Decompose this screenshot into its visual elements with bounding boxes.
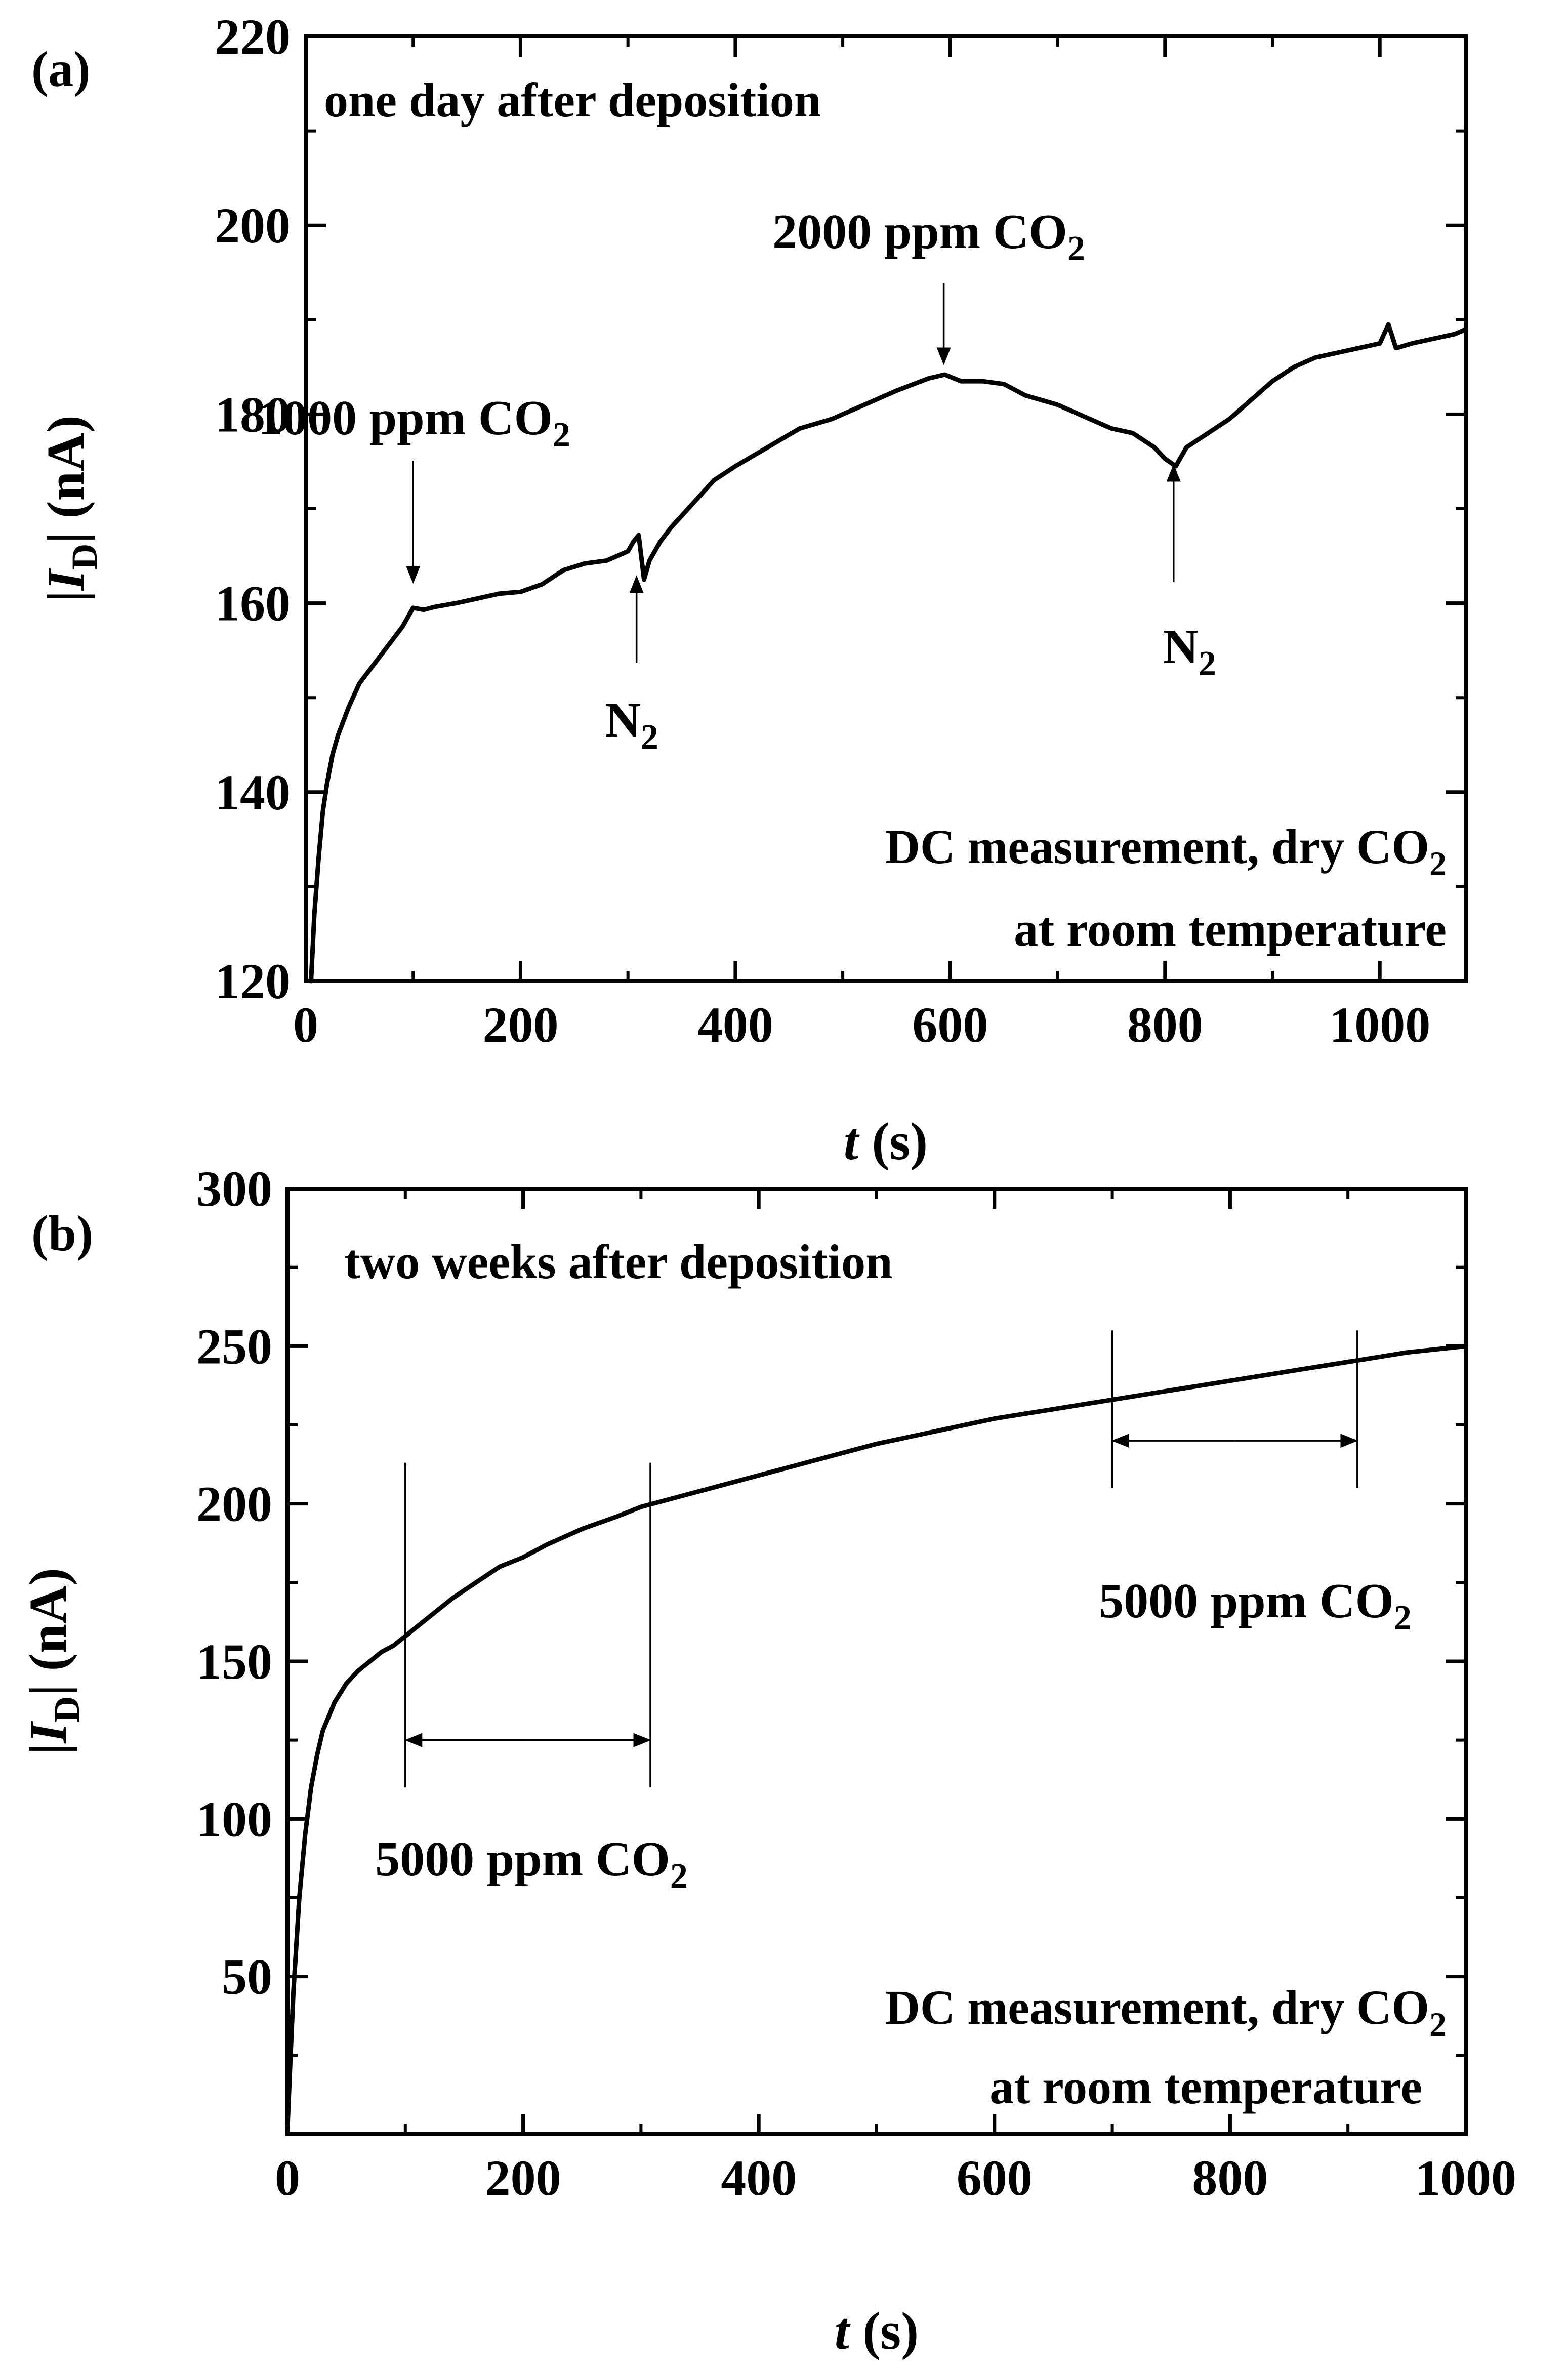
- y-tick-label: 250: [196, 1318, 272, 1374]
- y-tick-label: 160: [215, 576, 291, 632]
- y-tick-label: 140: [215, 764, 291, 821]
- y-tick-label: 180: [215, 386, 291, 442]
- event-label: 1000 ppm CO2: [258, 391, 570, 455]
- y-tick-label: 300: [196, 1161, 272, 1217]
- annotation-method-1: DC measurement, dry CO2: [885, 820, 1447, 883]
- x-tick-label: 400: [697, 997, 773, 1053]
- y-tick-label: 200: [215, 197, 291, 254]
- annotation-condition: two weeks after deposition: [344, 1235, 892, 1289]
- annotation-method-1: DC measurement, dry CO2: [885, 1980, 1447, 2044]
- y-tick-label: 50: [222, 1949, 272, 2005]
- data-line: [309, 322, 1468, 984]
- x-tick-label: 600: [957, 2150, 1033, 2206]
- y-axis-label: |ID| (nA): [36, 415, 105, 602]
- x-tick-label: 600: [912, 997, 988, 1053]
- event-label: N2: [1163, 620, 1216, 683]
- x-axis-label: t (s): [844, 1112, 928, 1171]
- x-tick-label: 1000: [1329, 997, 1430, 1053]
- y-tick-label: 220: [215, 9, 291, 65]
- interval-label: 5000 ppm CO2: [375, 1832, 688, 1896]
- x-tick-label: 400: [721, 2150, 797, 2206]
- x-tick-label: 800: [1192, 2150, 1268, 2206]
- annotation-condition: one day after deposition: [324, 73, 821, 127]
- event-label: 2000 ppm CO2: [772, 205, 1085, 268]
- y-axis-label: |ID| (nA): [18, 1568, 87, 1755]
- event-label: N2: [605, 693, 658, 757]
- y-tick-label: 200: [196, 1476, 272, 1532]
- x-tick-label: 800: [1127, 997, 1203, 1053]
- data-line: [285, 1343, 1468, 2130]
- annotation-method-2: at room temperature: [989, 2060, 1422, 2114]
- x-tick-label: 0: [275, 2150, 300, 2206]
- interval-label: 5000 ppm CO2: [1099, 1574, 1412, 1638]
- panel-b: 0 200 400 600 800 1000 50 100 150 200 250 300 t (s) |…: [18, 1161, 1516, 2360]
- y-tick-label: 150: [196, 1633, 272, 1690]
- x-axis-label: t (s): [835, 2301, 919, 2360]
- panel-label: (b): [31, 1205, 93, 1261]
- panel-a: 0 200 400 600 800 1000 120 140 160 180 200 220 t (s)…: [31, 9, 1468, 1171]
- x-tick-label: 1000: [1415, 2150, 1516, 2206]
- x-tick-label: 0: [293, 997, 318, 1053]
- panel-label: (a): [31, 41, 91, 97]
- x-tick-label: 200: [482, 997, 558, 1053]
- annotation-method-2: at room temperature: [1014, 902, 1447, 956]
- y-tick-label: 100: [196, 1791, 272, 1847]
- x-tick-label: 200: [485, 2150, 561, 2206]
- y-tick-label: 120: [215, 953, 291, 1009]
